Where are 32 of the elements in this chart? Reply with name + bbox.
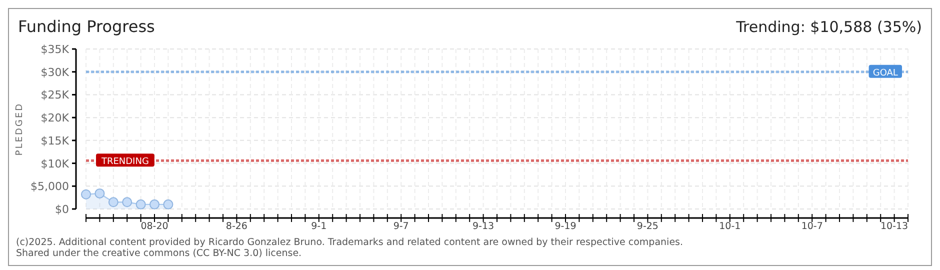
point: [122, 197, 132, 208]
x-tick-label: 10-7: [801, 221, 823, 232]
point: [81, 189, 91, 200]
point: [150, 199, 160, 210]
x-tick-label: 9-1: [311, 221, 327, 232]
point: [94, 188, 105, 198]
x-tick-label: 9-19: [554, 221, 576, 232]
y-tick-label: $20K: [40, 112, 70, 125]
y-tick-label: $15K: [40, 134, 70, 148]
x-tick-label: 9-7: [393, 221, 409, 232]
text: Shared under the creative commons (CC BY-NC 3.0) license.: [16, 248, 302, 259]
point: [136, 199, 146, 210]
chart-subtitle: Trending: $10,588 (35%): [735, 18, 922, 36]
text: (c)2025. Additional content provided by Ricardo Gonzalez Bruno. Trademarks and related content are owned by their respective companies.: [16, 237, 684, 248]
point: [163, 199, 174, 210]
x-tick-label: 9-25: [636, 221, 658, 232]
chart-title: Funding Progress: [18, 17, 155, 36]
y-axis-title: PLEDGED: [15, 102, 25, 156]
y-tick-label: $0: [55, 203, 69, 216]
y-tick-label: $10K: [40, 157, 70, 170]
y-tick-label: $25K: [40, 88, 70, 102]
y-tick-label: $30K: [40, 66, 70, 79]
y-tick-label: $35K: [40, 43, 70, 56]
ref-line-label: GOAL: [872, 68, 898, 78]
x-tick-label: 9-13: [472, 221, 494, 232]
point: [108, 197, 118, 208]
x-tick-label: 10-13: [880, 221, 908, 232]
x-tick-label: 8-26: [226, 221, 248, 232]
ref-line-label: TRENDING: [100, 157, 149, 168]
x-tick-label: 10-1: [719, 221, 741, 232]
y-tick-label: $5,000: [30, 180, 69, 194]
x-tick-label: 08-20: [140, 221, 168, 232]
